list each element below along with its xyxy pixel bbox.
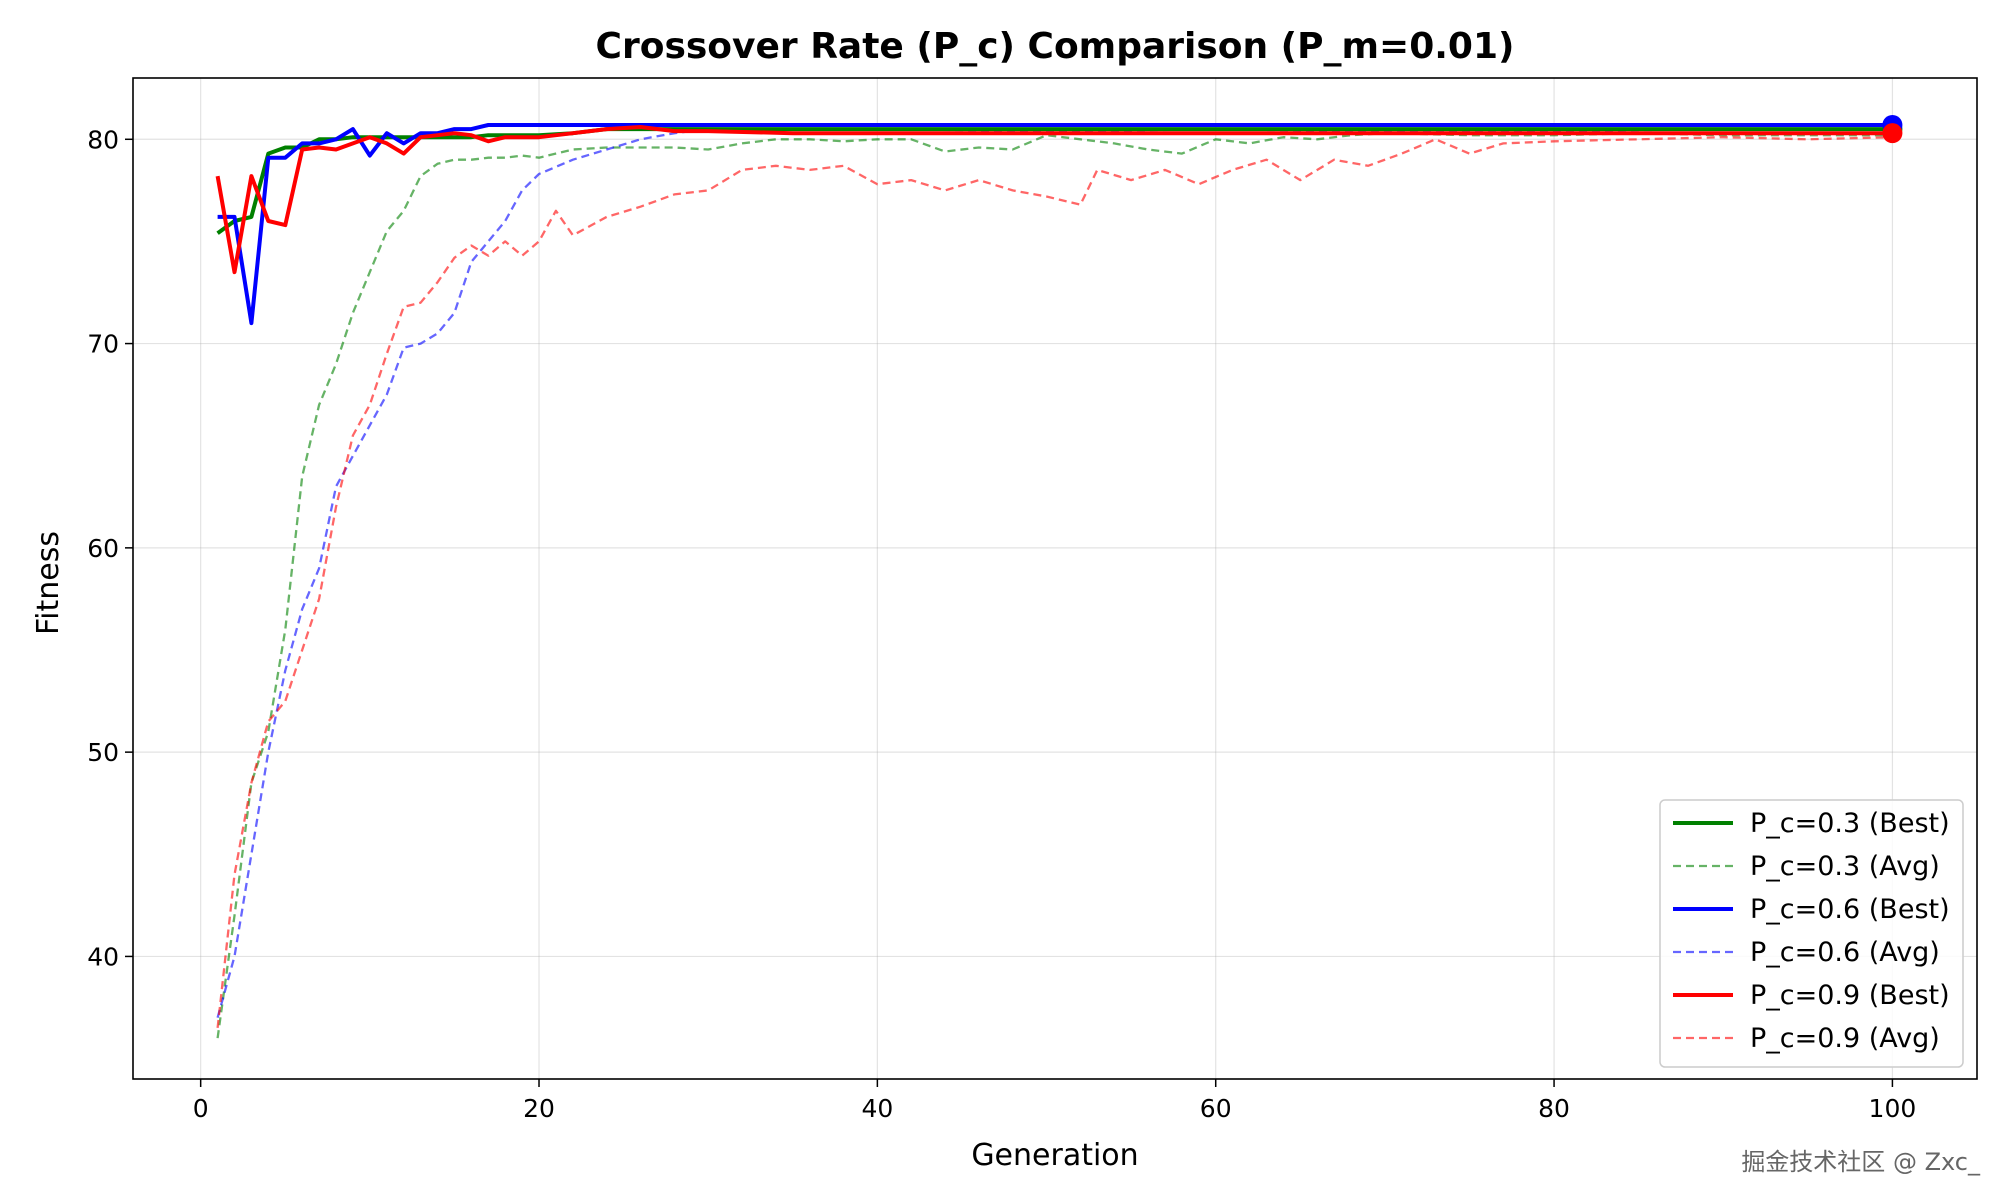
legend-label: P_c=0.6 (Avg) (1750, 937, 1940, 968)
y-tick-label: 80 (87, 125, 119, 154)
series-layer (215, 123, 1893, 1039)
chart-title: Crossover Rate (P_c) Comparison (P_m=0.0… (596, 26, 1515, 67)
y-tick-label: 50 (87, 738, 119, 767)
watermark: 掘金技术社区 @ Zxc_ (1741, 1148, 1981, 1176)
x-tick-label: 20 (523, 1094, 555, 1123)
series-line-p-c-0-6-best (217, 123, 1893, 326)
end-markers (1882, 114, 1903, 144)
x-tick-label: 80 (1538, 1094, 1570, 1123)
series-line-p-c-0-3-avg (216, 132, 1893, 1039)
y-tick-label: 70 (87, 330, 119, 359)
series-line-p-c-0-9-best (215, 125, 1893, 275)
series-line-p-c-0-6-avg (216, 127, 1893, 1019)
y-tick-label: 40 (87, 942, 119, 971)
legend-label: P_c=0.6 (Best) (1750, 894, 1950, 925)
end-marker-p-c-0-9-best (1882, 123, 1903, 144)
series-line-p-c-0-9-avg (216, 136, 1893, 1029)
legend: P_c=0.3 (Best) P_c=0.3 (Avg) P_c=0.6 (Best… (1659, 799, 1964, 1068)
axis-ticks: 0 20 40 60 80 100 40 50 60 70 80 (87, 125, 1916, 1123)
x-tick-label: 0 (193, 1094, 209, 1123)
y-tick-label: 60 (87, 534, 119, 563)
x-tick-label: 60 (1200, 1094, 1232, 1123)
legend-frame (1659, 799, 1964, 1068)
x-tick-label: 100 (1869, 1094, 1917, 1123)
plot-frame (132, 77, 1978, 1080)
legend-label: P_c=0.3 (Best) (1750, 808, 1950, 839)
x-tick-label: 40 (861, 1094, 893, 1123)
legend-label: P_c=0.3 (Avg) (1750, 851, 1940, 882)
y-axis-label: Fitness (31, 531, 66, 635)
legend-label: P_c=0.9 (Avg) (1750, 1023, 1940, 1054)
x-axis-label: Generation (971, 1138, 1138, 1173)
legend-label: P_c=0.9 (Best) (1750, 980, 1950, 1011)
